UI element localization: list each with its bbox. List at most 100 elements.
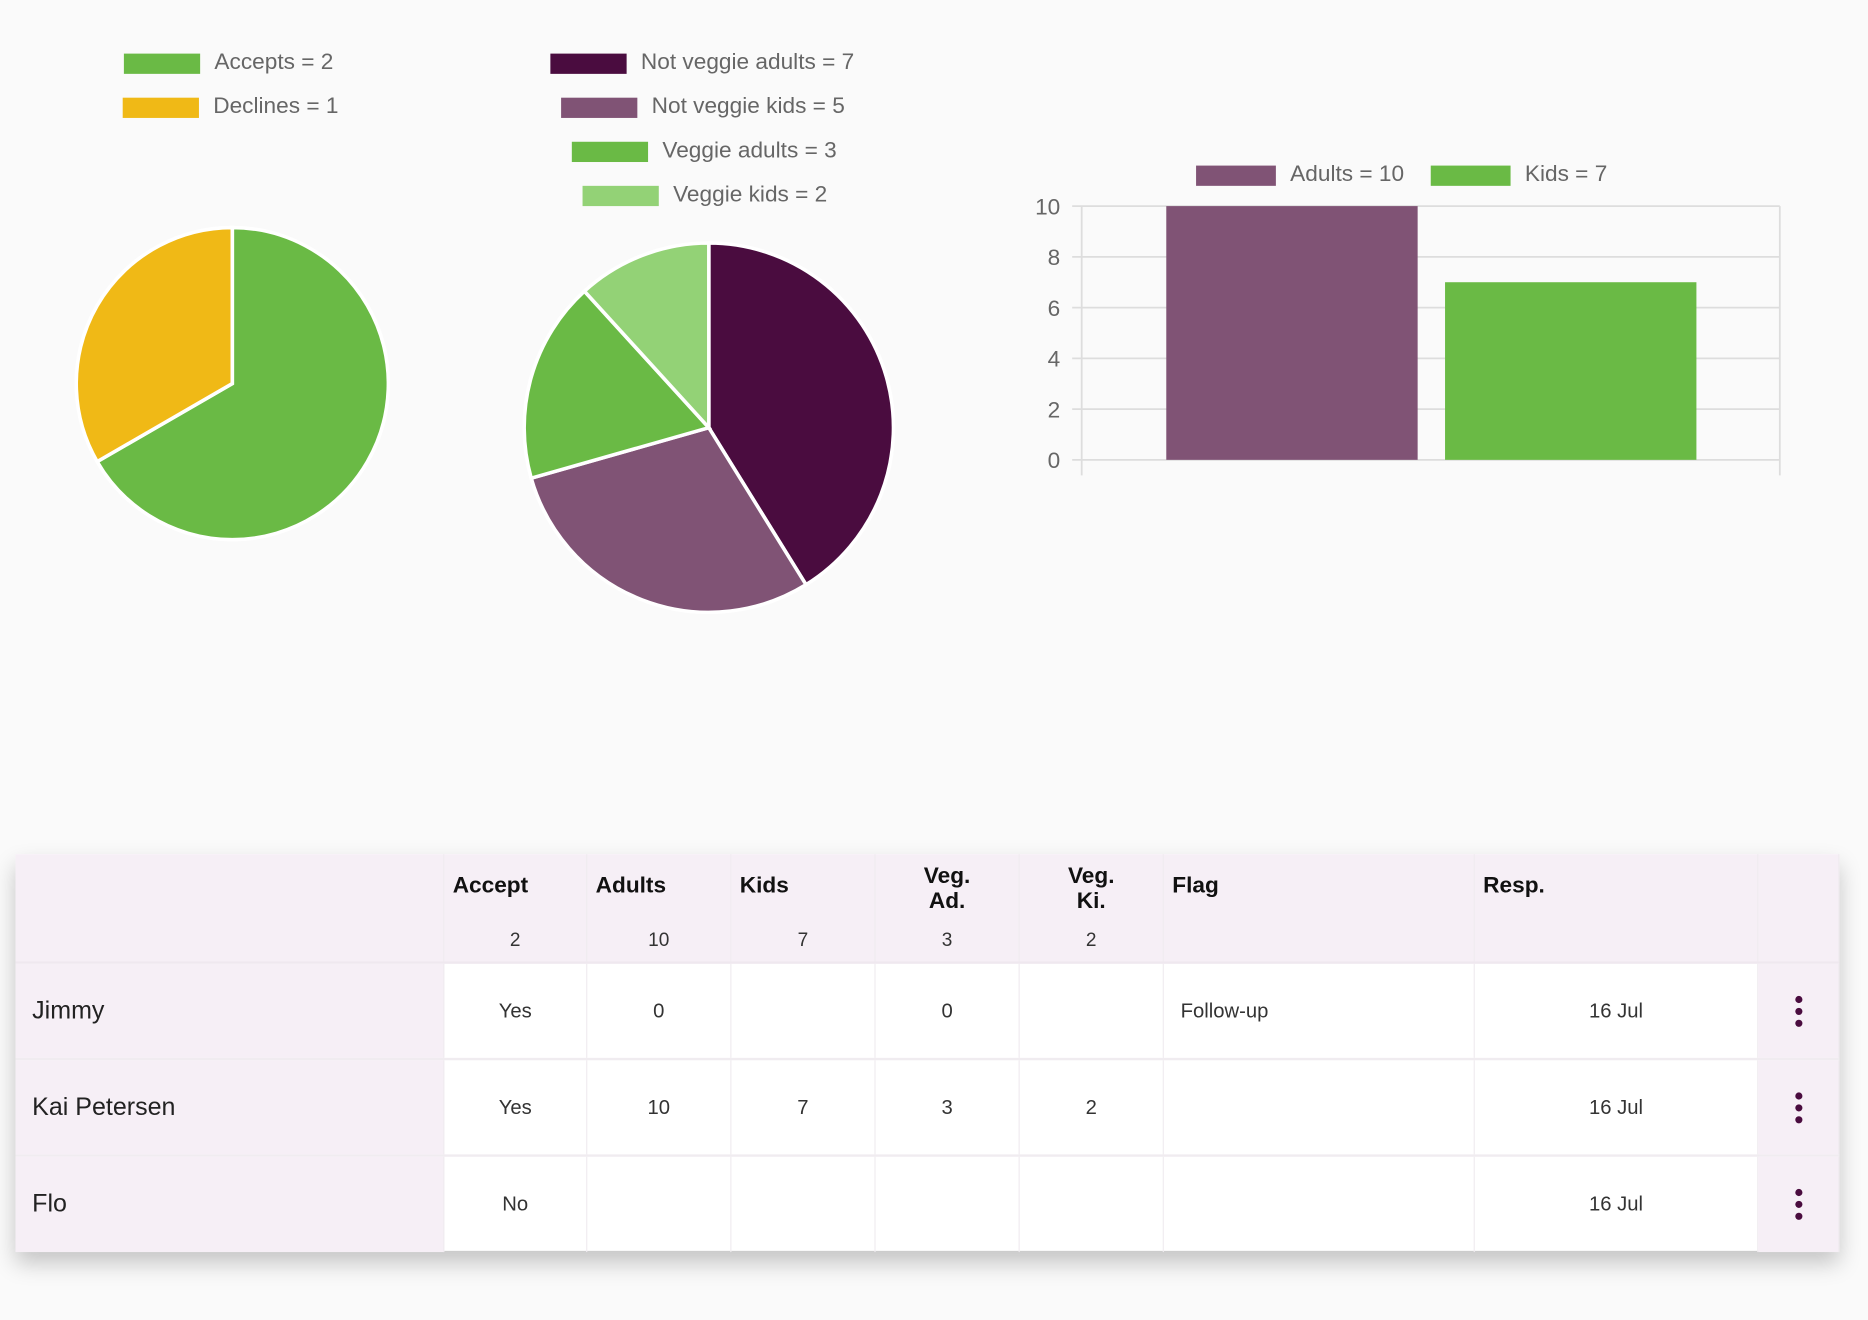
header-veg-ki: Veg. Ki. 2 — [1020, 854, 1164, 962]
cell-adults: 0 — [587, 963, 732, 1058]
header-actions-cell — [1758, 854, 1840, 962]
bar-kids[interactable] — [1445, 282, 1697, 460]
cell-resp: 16 Jul — [1475, 1156, 1759, 1253]
cell-accept: No — [444, 1156, 588, 1253]
header-accept: Accept 2 — [444, 854, 588, 962]
actions-cell — [1758, 1156, 1840, 1253]
pie-slice-accepts[interactable] — [94, 225, 391, 542]
legend-item-declines[interactable]: Declines = 1 — [122, 94, 339, 120]
table-row[interactable]: Flo No 16 Jul — [15, 1156, 1840, 1253]
more-options-icon[interactable] — [1794, 1188, 1802, 1220]
column-header-label[interactable]: Accept — [452, 873, 529, 899]
cell-kids: 7 — [731, 1060, 876, 1155]
header-resp: Resp. — [1475, 854, 1759, 962]
y-tick-label: 6 — [1048, 296, 1061, 321]
more-options-icon[interactable] — [1794, 1091, 1802, 1123]
cell-value: Yes — [498, 998, 532, 1022]
table-row[interactable]: Kai Petersen Yes 10 7 3 2 16 Jul — [15, 1060, 1840, 1157]
guest-name: Flo — [32, 1190, 67, 1218]
people-bar-chart: 0 2 4 6 8 10 — [1035, 194, 1781, 476]
legend-label: Not veggie adults = 7 — [640, 50, 855, 76]
actions-cell — [1758, 963, 1840, 1058]
guest-name-cell: Jimmy — [15, 963, 445, 1058]
y-tick-label: 0 — [1048, 448, 1061, 473]
cell-veg-ki — [1020, 1156, 1164, 1253]
diet-pie-chart — [522, 241, 896, 615]
guest-name: Jimmy — [32, 996, 105, 1024]
more-options-icon[interactable] — [1794, 995, 1802, 1027]
legend-swatch — [571, 141, 649, 162]
legend-item-adults[interactable]: Adults = 10 — [1196, 162, 1404, 188]
cell-value: Yes — [498, 1095, 532, 1119]
cell-value: Follow-up — [1180, 998, 1269, 1022]
column-header-label[interactable]: Veg. Ki. — [1067, 863, 1115, 914]
legend-swatch — [561, 97, 638, 118]
y-tick-label: 4 — [1048, 347, 1061, 372]
pie-slice-veggie-kids[interactable] — [581, 241, 711, 433]
y-tick-label: 10 — [1035, 194, 1060, 219]
legend-item-veggie-adults[interactable]: Veggie adults = 3 — [571, 138, 837, 164]
column-total: 2 — [509, 930, 521, 951]
column-header-label[interactable]: Kids — [739, 873, 789, 899]
cell-flag — [1164, 1060, 1475, 1155]
legend-label: Kids = 7 — [1524, 162, 1608, 188]
legend-item-kids[interactable]: Kids = 7 — [1430, 162, 1608, 188]
pie-slice-veggie-adults[interactable] — [522, 288, 713, 481]
legend-swatch — [550, 53, 627, 74]
header-adults: Adults 10 — [587, 854, 732, 962]
cell-value: 16 Jul — [1588, 1095, 1644, 1119]
table-header-row: Accept 2 Adults 10 Kids 7 Veg. Ad. 3 Veg. Ki. 2 Fl… — [15, 854, 1840, 964]
cell-value: 0 — [941, 998, 953, 1022]
legend-item-not-veggie-kids[interactable]: Not veggie kids = 5 — [561, 94, 845, 120]
legend-label: Declines = 1 — [213, 94, 339, 120]
cell-veg-ki: 2 — [1020, 1060, 1164, 1155]
column-header-label[interactable]: Flag — [1172, 873, 1219, 899]
column-header-label[interactable]: Veg. Ad. — [923, 863, 971, 914]
cell-value: 7 — [797, 1095, 809, 1119]
legend-label: Adults = 10 — [1290, 162, 1405, 188]
column-total: 2 — [1085, 930, 1097, 951]
legend-swatch — [1430, 164, 1511, 186]
header-flag: Flag — [1164, 854, 1475, 962]
cell-accept: Yes — [444, 1060, 588, 1155]
cell-veg-ki — [1020, 963, 1164, 1058]
column-total: 3 — [941, 930, 953, 951]
legend-item-accepts[interactable]: Accepts = 2 — [123, 50, 334, 76]
actions-cell — [1758, 1060, 1840, 1155]
header-veg-ad: Veg. Ad. 3 — [876, 854, 1020, 962]
column-total: 7 — [797, 930, 809, 951]
cell-value: 2 — [1085, 1095, 1097, 1119]
cell-flag: Follow-up — [1164, 963, 1475, 1058]
guest-name: Kai Petersen — [32, 1093, 176, 1121]
cell-value: 16 Jul — [1588, 998, 1644, 1022]
header-kids: Kids 7 — [731, 854, 876, 962]
legend-swatch — [123, 53, 201, 74]
legend-label: Accepts = 2 — [214, 50, 334, 76]
cell-adults — [587, 1156, 732, 1253]
column-header-label[interactable]: Adults — [595, 873, 667, 899]
cell-resp: 16 Jul — [1475, 1060, 1759, 1155]
legend-label: Not veggie kids = 5 — [651, 94, 845, 120]
table-row[interactable]: Jimmy Yes 0 0 Follow-up 16 Jul — [15, 963, 1840, 1061]
guest-name-cell: Kai Petersen — [15, 1060, 445, 1155]
accept-pie-chart — [74, 225, 391, 542]
legend-item-not-veggie-adults[interactable]: Not veggie adults = 7 — [550, 50, 854, 76]
legend-item-veggie-kids[interactable]: Veggie kids = 2 — [582, 182, 827, 208]
bar-adults[interactable] — [1166, 206, 1418, 460]
cell-flag — [1164, 1156, 1475, 1253]
pie-slice-declines[interactable] — [74, 225, 235, 465]
header-name-cell — [15, 854, 445, 962]
cell-veg-ad: 0 — [876, 963, 1020, 1058]
cell-value: 3 — [941, 1095, 953, 1119]
legend-swatch — [582, 185, 659, 206]
column-total: 10 — [648, 930, 670, 951]
legend-label: Veggie adults = 3 — [662, 138, 837, 164]
responses-table: Accept 2 Adults 10 Kids 7 Veg. Ad. 3 Veg. Ki. 2 Fl… — [15, 854, 1840, 1253]
y-tick-label: 2 — [1048, 397, 1061, 422]
cell-value: 10 — [647, 1095, 671, 1119]
cell-value: No — [502, 1192, 529, 1216]
cell-kids — [731, 1156, 876, 1253]
pie-slice-not-veggie-kids[interactable] — [529, 425, 809, 615]
column-header-label[interactable]: Resp. — [1483, 873, 1545, 899]
